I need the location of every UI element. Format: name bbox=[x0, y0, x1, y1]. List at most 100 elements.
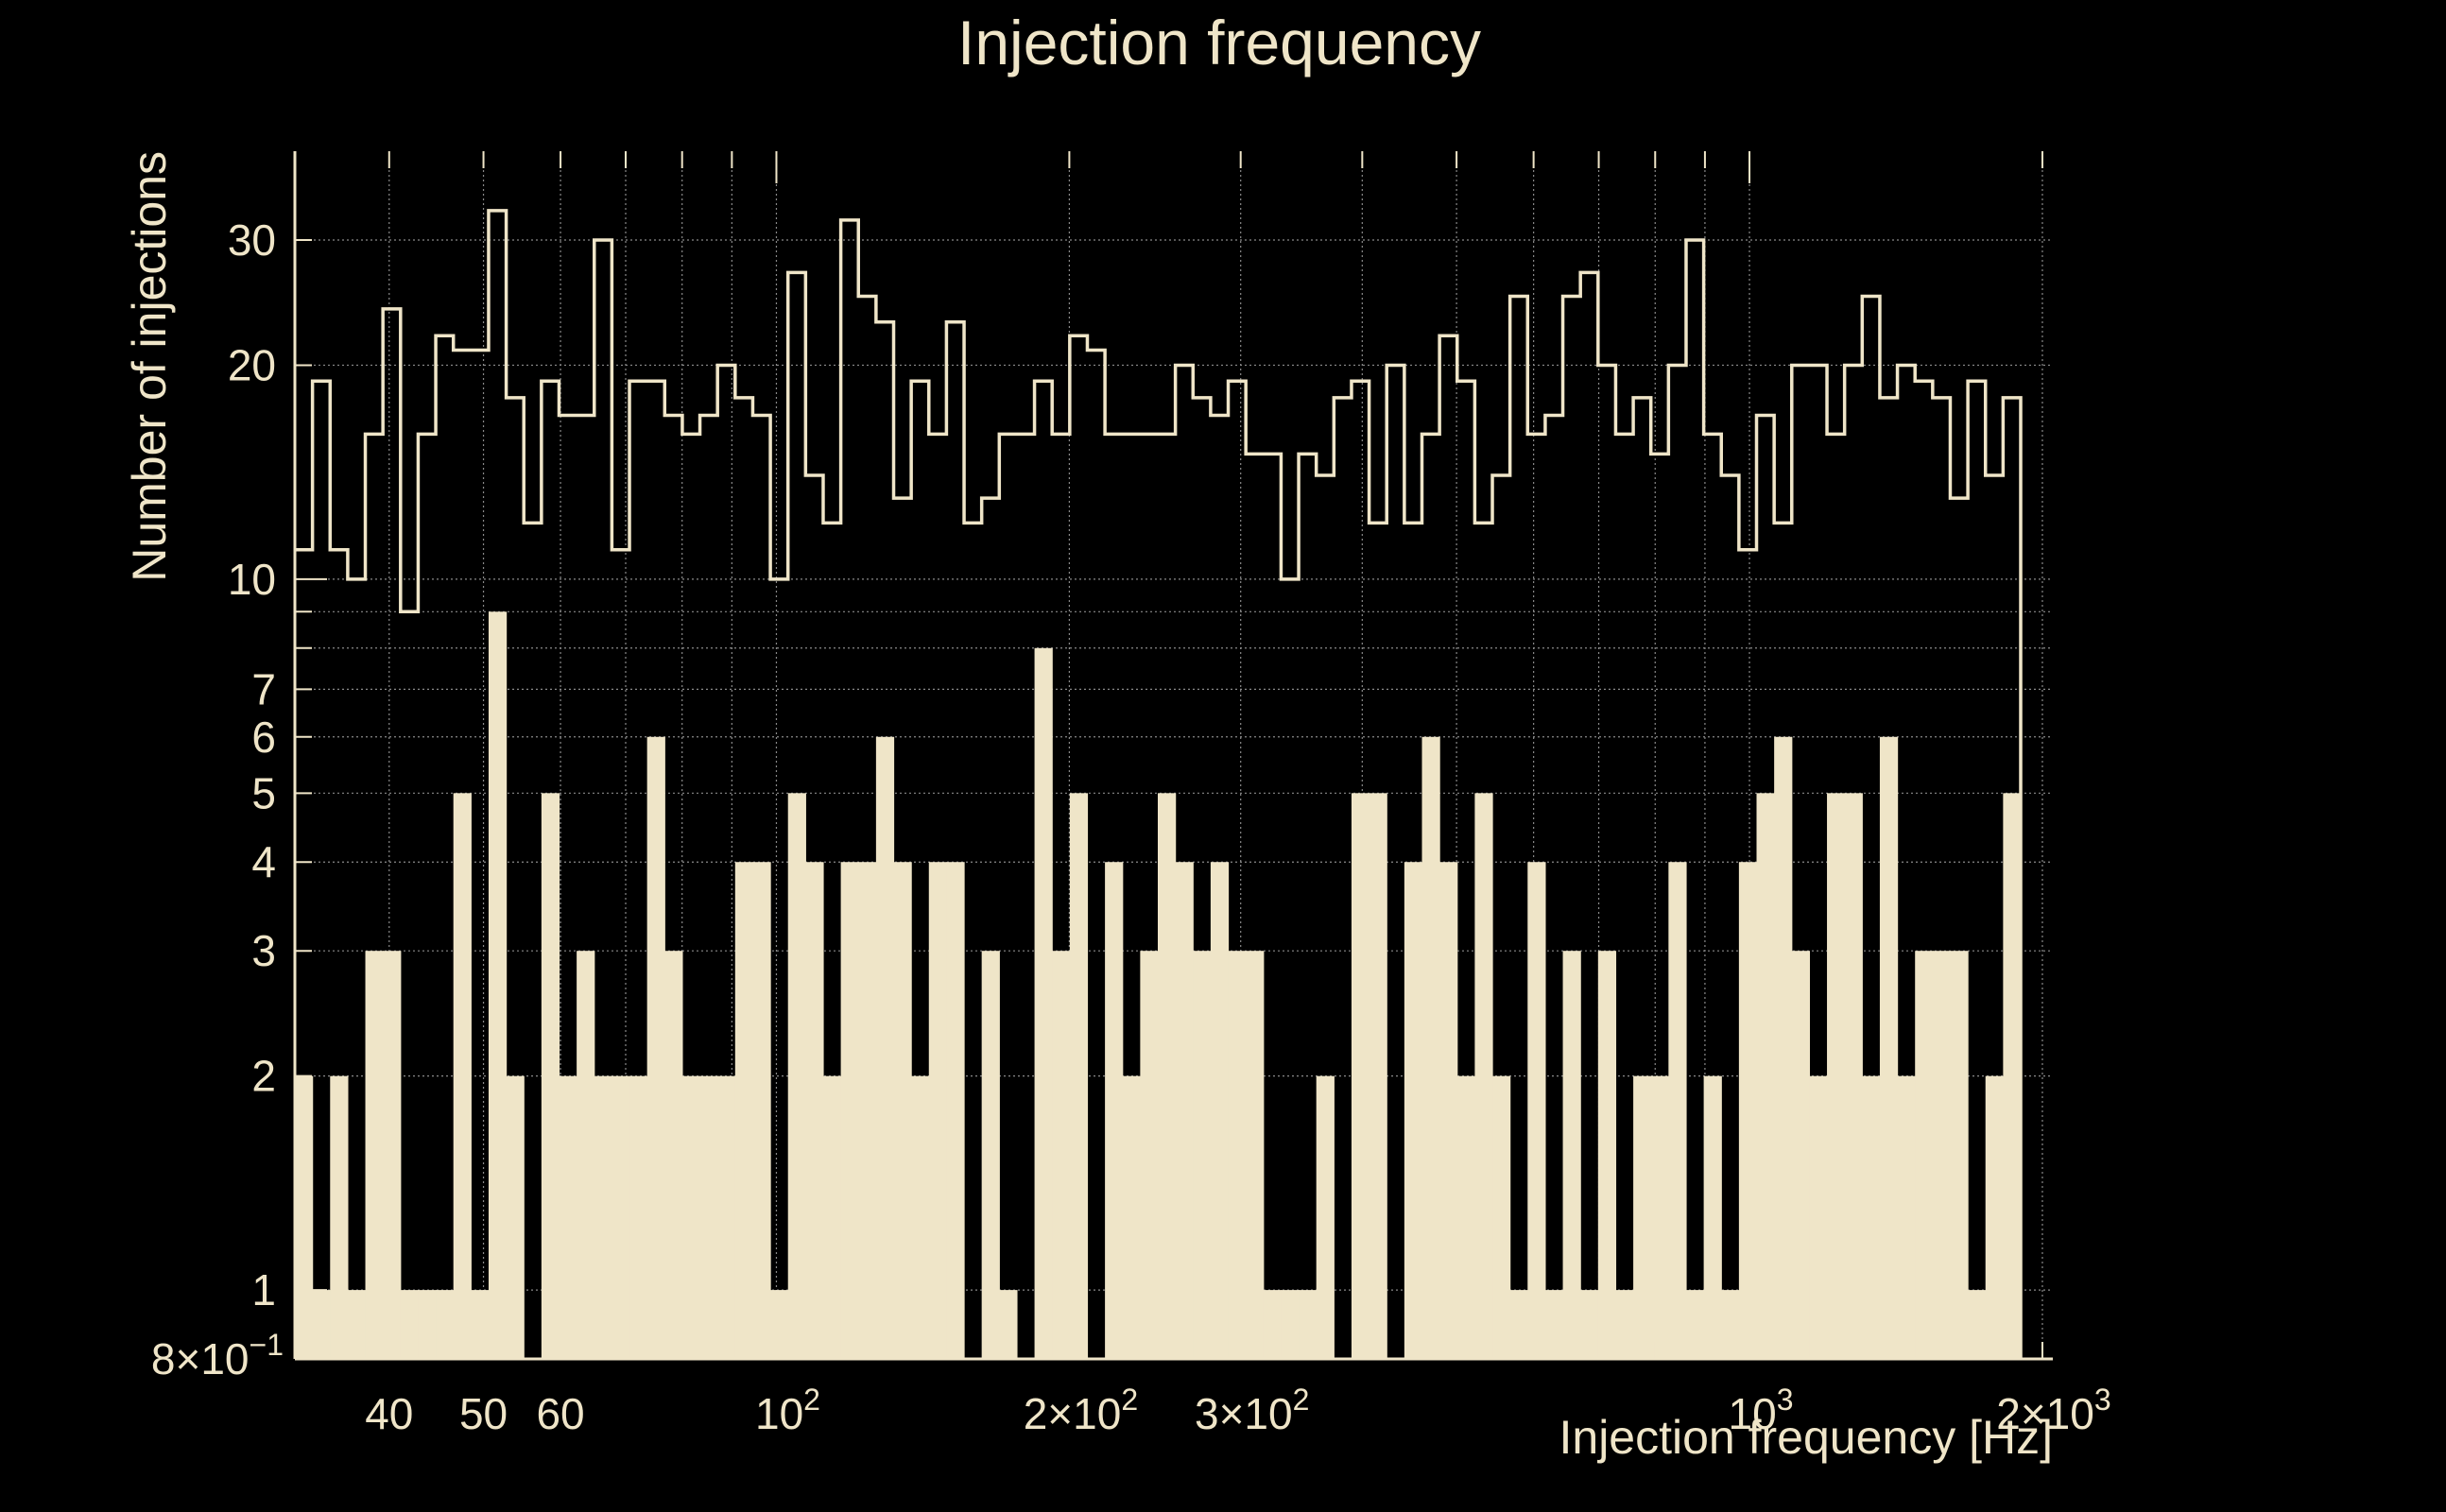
x-tick-label: 60 bbox=[536, 1389, 584, 1438]
histogram-bar bbox=[295, 1075, 314, 1359]
histogram-bar bbox=[1158, 793, 1177, 1359]
histogram-bar bbox=[840, 862, 859, 1359]
histogram-bar bbox=[436, 1290, 455, 1359]
histogram-bar bbox=[822, 1075, 842, 1359]
y-tick-label: 5 bbox=[251, 768, 276, 817]
histogram-bar bbox=[1369, 793, 1387, 1359]
histogram-bar bbox=[1879, 736, 1899, 1359]
histogram-bar bbox=[594, 1075, 612, 1359]
outline-histogram bbox=[295, 209, 2023, 1359]
histogram-bar bbox=[999, 1290, 1018, 1359]
histogram-bar bbox=[1527, 862, 1546, 1359]
histogram-bar bbox=[699, 1075, 718, 1359]
histogram-bar bbox=[1456, 1075, 1475, 1359]
y-tick-label: 8×10−1 bbox=[151, 1328, 284, 1383]
histogram-bar bbox=[453, 793, 472, 1359]
histogram-bar bbox=[1862, 1075, 1881, 1359]
histogram-bar bbox=[646, 736, 665, 1359]
x-tick-label: 50 bbox=[459, 1389, 508, 1438]
histogram-bar bbox=[1738, 862, 1758, 1359]
histogram-bar bbox=[752, 862, 771, 1359]
histogram-bar bbox=[1615, 1290, 1634, 1359]
histogram-bar bbox=[1915, 951, 1934, 1359]
histogram-bar bbox=[1474, 793, 1493, 1359]
histogram-bar bbox=[1985, 1075, 2004, 1359]
chart-title: Injection frequency bbox=[957, 8, 1481, 77]
histogram-bar bbox=[365, 951, 384, 1359]
histogram-bar bbox=[1721, 1290, 1740, 1359]
histogram-bar bbox=[559, 1075, 577, 1359]
histogram-bar bbox=[1650, 1075, 1669, 1359]
y-tick-label: 4 bbox=[251, 837, 276, 886]
histogram-bar bbox=[787, 793, 806, 1359]
y-tick-label: 20 bbox=[228, 340, 276, 389]
histogram-bar bbox=[1492, 1075, 1511, 1359]
y-tick-label: 6 bbox=[251, 713, 276, 762]
histogram-bar bbox=[1562, 951, 1581, 1359]
histogram-bar bbox=[1950, 951, 1969, 1359]
histogram-bar bbox=[717, 1075, 736, 1359]
histogram-bar bbox=[1175, 862, 1194, 1359]
histogram-bar bbox=[1580, 1290, 1599, 1359]
histogram-bar bbox=[1844, 793, 1863, 1359]
x-tick-label: 3×102 bbox=[1195, 1383, 1309, 1438]
histogram-bar bbox=[312, 1290, 331, 1359]
histogram-bar bbox=[875, 736, 895, 1359]
histogram-bar bbox=[681, 1075, 701, 1359]
histogram-bar bbox=[383, 951, 402, 1359]
histogram-bar bbox=[1299, 1290, 1318, 1359]
histogram-bar bbox=[1193, 951, 1212, 1359]
histogram-bar bbox=[1791, 951, 1811, 1359]
histogram-bar bbox=[1052, 951, 1071, 1359]
histogram-bar bbox=[1281, 1290, 1300, 1359]
histogram-bar bbox=[1509, 1290, 1528, 1359]
y-tick-label: 7 bbox=[251, 664, 276, 713]
histogram-bar bbox=[1351, 793, 1370, 1359]
x-tick-label: 102 bbox=[755, 1383, 820, 1438]
histogram-bar bbox=[1439, 862, 1458, 1359]
histogram-bar bbox=[1668, 862, 1687, 1359]
histogram-bar bbox=[1685, 1290, 1705, 1359]
y-axis-label: Number of injections bbox=[123, 151, 176, 582]
histogram-bar bbox=[2003, 793, 2022, 1359]
y-tick-label: 1 bbox=[251, 1265, 276, 1314]
histogram-bar bbox=[1210, 862, 1230, 1359]
histogram-bar bbox=[1246, 951, 1265, 1359]
histogram-bar bbox=[506, 1075, 525, 1359]
histogram-bar bbox=[664, 951, 683, 1359]
y-tick-label: 30 bbox=[228, 215, 276, 265]
axes bbox=[293, 151, 2053, 1361]
histogram-bar bbox=[1404, 862, 1423, 1359]
histogram-bar bbox=[418, 1290, 437, 1359]
histogram-bar bbox=[1069, 793, 1089, 1359]
filled-histogram bbox=[295, 611, 2022, 1359]
histogram-bar bbox=[1544, 1290, 1564, 1359]
histogram-bar bbox=[1228, 951, 1247, 1359]
histogram-bar bbox=[1122, 1075, 1141, 1359]
histogram-bar bbox=[805, 862, 824, 1359]
histogram-bar bbox=[629, 1075, 648, 1359]
histogram-bar bbox=[1827, 793, 1846, 1359]
histogram-bar bbox=[1897, 1075, 1916, 1359]
x-tick-label: 103 bbox=[1729, 1383, 1794, 1438]
histogram-bar bbox=[1140, 951, 1159, 1359]
x-axis-label: Injection frequency [Hz] bbox=[1559, 1411, 2054, 1464]
histogram-bar bbox=[1034, 647, 1053, 1359]
y-tick-label: 3 bbox=[251, 926, 276, 975]
histogram-bar bbox=[612, 1075, 630, 1359]
histogram-bar bbox=[1421, 736, 1440, 1359]
histogram-bar bbox=[946, 862, 965, 1359]
y-tick-label: 10 bbox=[228, 555, 276, 604]
histogram-bar bbox=[981, 951, 1000, 1359]
histogram-bar bbox=[1968, 1290, 1987, 1359]
histogram-bar bbox=[928, 862, 948, 1359]
histogram-bar bbox=[1316, 1075, 1335, 1359]
histogram-bar bbox=[400, 1290, 420, 1359]
histogram-bar bbox=[330, 1075, 349, 1359]
histogram-bar bbox=[577, 951, 595, 1359]
x-tick-label: 2×103 bbox=[1996, 1383, 2110, 1438]
histogram-bar bbox=[1932, 951, 1952, 1359]
histogram-bar bbox=[1105, 862, 1124, 1359]
histogram-bar bbox=[1809, 1075, 1828, 1359]
histogram-bar bbox=[471, 1290, 490, 1359]
